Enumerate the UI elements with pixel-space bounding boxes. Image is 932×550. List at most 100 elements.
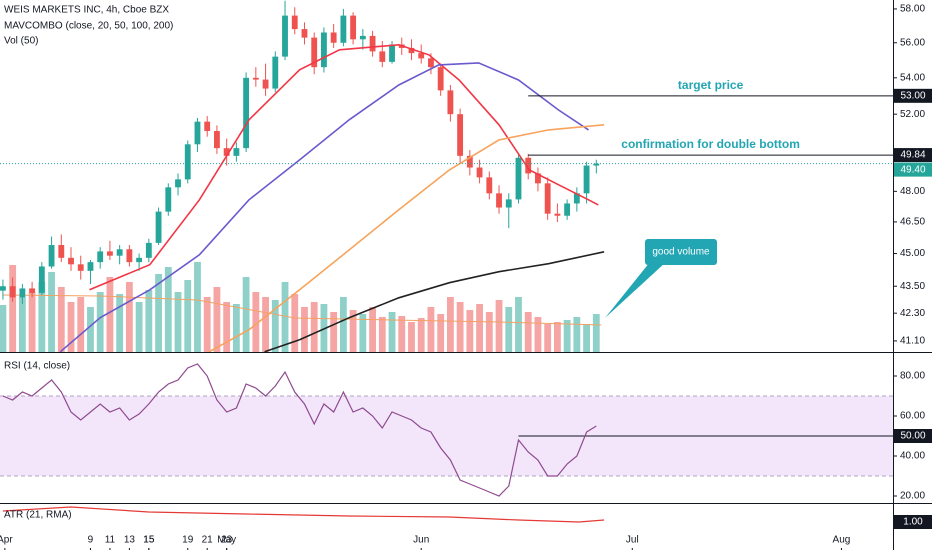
x-tick-label: 19 (182, 535, 194, 546)
candle-body (126, 249, 133, 263)
candle-body (58, 245, 65, 258)
x-tick-label: 23 (221, 535, 233, 546)
moving-average-line (264, 251, 605, 353)
volume-bar (96, 292, 104, 352)
atr-title: ATR (21, RMA) (4, 510, 72, 521)
candle-body (389, 44, 395, 62)
y-tick-label: 56.00 (900, 37, 925, 48)
candle-body (466, 155, 473, 168)
volume-bar (427, 307, 435, 352)
candle-body (97, 251, 104, 263)
volume-bar (194, 262, 201, 352)
volume-bar (281, 282, 289, 352)
candle-body (544, 183, 551, 214)
y-tick-label: 54.00 (900, 72, 925, 83)
symbol-title: WEIS MARKETS INC, 4h, Cboe BZX (4, 5, 169, 16)
volume-bar (174, 292, 182, 352)
volume-bar (213, 287, 221, 352)
volume-bar (184, 280, 192, 352)
volume-bar (446, 297, 454, 352)
candle-body (321, 32, 327, 68)
volume-bar (232, 304, 240, 352)
candle-body (145, 242, 152, 258)
volume-bar (310, 302, 318, 352)
candle-body (204, 121, 211, 132)
candle-body (38, 266, 45, 293)
volume-bar (408, 322, 415, 352)
volume-bar (252, 292, 260, 352)
candle-body (9, 286, 16, 298)
volume-bar (544, 324, 552, 352)
volume-bar (505, 307, 513, 352)
indicator-label: MAVCOMBO (close, 20, 50, 100, 200) (4, 21, 173, 32)
x-tick-label: Aug (833, 535, 851, 546)
volume-bar (592, 314, 600, 352)
candle-body (554, 213, 561, 216)
candle-body (87, 262, 94, 271)
volume-bar (301, 307, 308, 352)
callout-text: good volume (652, 247, 710, 258)
volume-bar (262, 297, 269, 352)
candle-body (0, 286, 6, 291)
x-tick-label: 15 (143, 535, 155, 546)
volume-bar (87, 307, 94, 352)
volume-bar (369, 307, 376, 352)
candle-body (418, 53, 425, 59)
volume-bar (38, 282, 46, 352)
volume-bar (456, 302, 464, 352)
candle-body (233, 148, 240, 156)
x-tick-label: May (217, 535, 236, 546)
volume-bar (349, 310, 357, 352)
candle-body (136, 257, 143, 263)
price-label-box (894, 162, 932, 177)
candle-body (505, 199, 512, 208)
candle-body (496, 193, 502, 208)
callout-box (645, 239, 717, 265)
volume-bar (583, 324, 590, 352)
y-tick-label: 20.00 (900, 491, 925, 502)
x-tick-label: Apr (0, 535, 13, 546)
volume-bar (553, 322, 561, 352)
candle-body (379, 51, 386, 62)
volume-bar (359, 314, 367, 352)
x-tick-label: 9 (88, 535, 94, 546)
volume-bar (437, 314, 445, 352)
volume-bar (9, 265, 17, 352)
volume-bar (330, 312, 338, 352)
y-tick-label: 46.50 (900, 217, 925, 228)
volume-bar (0, 305, 7, 352)
y-tick-label: 58.00 (900, 4, 925, 15)
x-tick-label: 21 (202, 535, 214, 546)
volume-bar (485, 312, 493, 352)
y-tick-label: 60.00 (900, 411, 925, 422)
volume-bar (320, 304, 328, 352)
y-tick-label: 48.00 (900, 186, 925, 197)
annotation-text: confirmation for double bottom (621, 137, 800, 151)
annotation-text: target price (678, 78, 744, 92)
volume-bar (164, 267, 172, 352)
candle-body (29, 288, 36, 293)
volume-bar (116, 294, 124, 352)
volume-bar (77, 297, 85, 352)
volume-bar (563, 320, 571, 352)
candle-body (535, 173, 541, 184)
candle-body (573, 193, 580, 204)
candle-body (408, 47, 415, 54)
price-label-box (894, 88, 932, 103)
volume-bar (291, 294, 299, 352)
y-tick-label: 45.00 (900, 248, 925, 259)
rsi-title: RSI (14, close) (4, 361, 70, 372)
y-tick-label: 40.00 (900, 451, 925, 462)
candle-body (457, 114, 464, 156)
y-tick-label: 42.30 (900, 308, 925, 319)
volume-bar (339, 297, 347, 352)
candle-body (359, 35, 366, 40)
candle-body (340, 15, 347, 43)
volume-bar (495, 300, 503, 352)
candle-body (214, 131, 220, 149)
x-tick-label: 11 (105, 535, 116, 546)
candle-body (486, 177, 493, 194)
price-label: 50.00 (900, 431, 925, 442)
